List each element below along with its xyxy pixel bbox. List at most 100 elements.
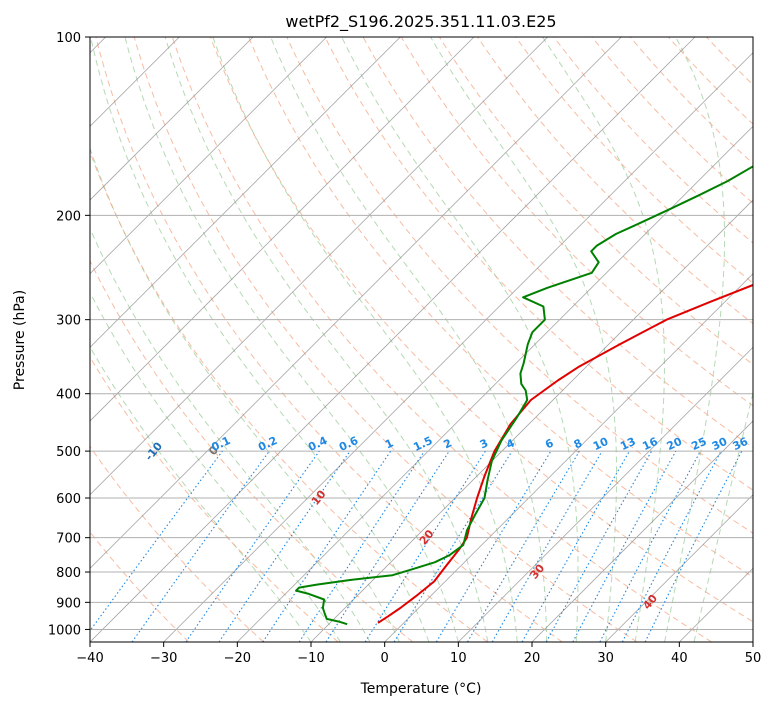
plot-frame <box>89 36 754 643</box>
dry-adiabat-line <box>706 37 753 86</box>
isotherm-line <box>90 37 327 275</box>
x-tick-label: −40 <box>76 651 103 666</box>
x-tick-label: −20 <box>224 651 251 666</box>
moist-adiabat-line <box>212 37 518 642</box>
moist-adiabat-line <box>124 37 459 642</box>
moist-adiabat-line <box>90 37 430 642</box>
mixing-ratio-line <box>262 450 392 642</box>
x-tick-label: −10 <box>297 651 324 666</box>
mixing-ratio-line <box>545 450 653 642</box>
mixing-ratio-label: 25 <box>689 435 708 453</box>
mixing-ratio-lines <box>90 450 743 642</box>
mixing-ratio-line <box>325 450 450 642</box>
y-tick-label: 700 <box>56 532 81 547</box>
x-tick-label: 30 <box>597 651 614 666</box>
isotherm-line <box>237 125 753 642</box>
moist-adiabat-line <box>542 37 665 642</box>
isotherm-line <box>90 37 696 642</box>
y-tick-label: 1000 <box>48 623 81 638</box>
dry-adiabat-line <box>629 37 753 165</box>
mixing-ratio-line <box>644 450 743 642</box>
x-tick-label: 20 <box>524 651 541 666</box>
isotherm-line <box>752 641 753 642</box>
dry-adiabat-line <box>515 37 753 284</box>
y-tick-label: 300 <box>56 314 81 329</box>
moist-adiabat-line <box>90 291 341 642</box>
y-tick-label: 900 <box>56 596 81 611</box>
isotherm-line <box>531 420 753 642</box>
y-tick-label: 600 <box>56 492 81 507</box>
temperature-profile <box>377 283 753 624</box>
y-axis-ticks: 100 200 300 400 500 600 700 800 900 1000 <box>48 31 90 638</box>
mixing-ratio-label: 6 <box>543 436 556 451</box>
moist-adiabat-line <box>341 37 579 642</box>
y-tick-label: 800 <box>56 566 81 581</box>
mixing-ratio-label: 36 <box>731 435 751 453</box>
dry-adiabat-line <box>400 37 753 407</box>
isotherm-line <box>679 567 753 642</box>
mixing-ratio-line <box>435 450 552 642</box>
x-axis-title: Temperature (°C) <box>360 681 482 697</box>
dry-adiabat-line <box>90 150 488 642</box>
mixing-ratio-label: 30 <box>710 435 730 453</box>
isotherm-line <box>163 52 753 642</box>
dry-adiabat-line <box>95 37 563 642</box>
dry-adiabat-label: -10 <box>142 439 165 463</box>
mixing-ratio-line <box>90 450 223 632</box>
dry-adiabat-label: 20 <box>417 527 437 547</box>
mixing-ratio-line <box>218 450 351 642</box>
mixing-ratio-line <box>521 450 630 642</box>
profiles <box>295 165 753 626</box>
dry-adiabat-line <box>90 531 190 642</box>
plot-area: -100-90-80-70-60-50-40-30-20-10010203040… <box>90 37 753 642</box>
dry-adiabat-label: 40 <box>640 592 660 612</box>
mixing-ratio-line <box>599 450 701 642</box>
x-tick-label: 40 <box>671 651 688 666</box>
moist-adiabats <box>90 37 753 642</box>
moist-adiabat-line <box>270 37 548 642</box>
mixing-ratio-label: 2 <box>442 436 454 451</box>
moist-adiabat-line <box>664 37 726 642</box>
mixing-ratio-label: 13 <box>618 435 637 453</box>
moist-adiabat-line <box>90 227 371 642</box>
dry-adiabat-line <box>477 37 753 325</box>
isotherm-line <box>90 37 401 348</box>
dry-adiabat-line <box>133 37 638 642</box>
dry-adiabat-line <box>591 37 753 204</box>
isotherm-line <box>90 37 548 496</box>
isotherm-line <box>90 37 254 201</box>
isotherm-line <box>605 494 753 642</box>
y-tick-label: 400 <box>56 388 81 403</box>
dry-adiabat-label: 30 <box>527 561 547 581</box>
y-tick-label: 200 <box>56 209 81 224</box>
mixing-ratio-line <box>572 450 677 642</box>
x-tick-label: 0 <box>381 651 389 666</box>
mixing-ratio-line <box>298 450 425 642</box>
isotherm-line <box>310 199 753 642</box>
moist-adiabat-line <box>90 147 400 642</box>
moist-adiabat-line <box>90 345 312 642</box>
dry-adiabat-line <box>90 259 414 642</box>
moist-adiabat-line <box>430 37 617 642</box>
isotherm-line <box>384 273 753 642</box>
mixing-ratio-line <box>185 450 320 642</box>
pressure-gridlines <box>90 37 753 630</box>
dry-adiabats <box>90 37 753 642</box>
dry-adiabat-line <box>90 445 264 642</box>
mixing-ratio-label: 3 <box>478 436 490 451</box>
isotherms <box>90 37 753 642</box>
dry-adiabat-line <box>248 37 753 578</box>
y-tick-label: 100 <box>56 31 81 46</box>
chart-title: wetPf2_S196.2025.351.11.03.E25 <box>285 12 556 32</box>
isotherm-line <box>458 346 753 642</box>
mixing-ratio-line <box>131 450 270 642</box>
y-axis-title: Pressure (hPa) <box>12 290 28 390</box>
moist-adiabat-line <box>164 37 489 642</box>
dry-adiabat-line <box>210 37 753 623</box>
moist-adiabat-line <box>693 390 753 642</box>
dry-adiabat-line <box>171 37 712 642</box>
y-tick-label: 500 <box>56 445 81 460</box>
isotherm-line <box>90 37 475 422</box>
mixing-ratio-label: 10 <box>591 435 611 453</box>
x-tick-label: 50 <box>745 651 762 666</box>
